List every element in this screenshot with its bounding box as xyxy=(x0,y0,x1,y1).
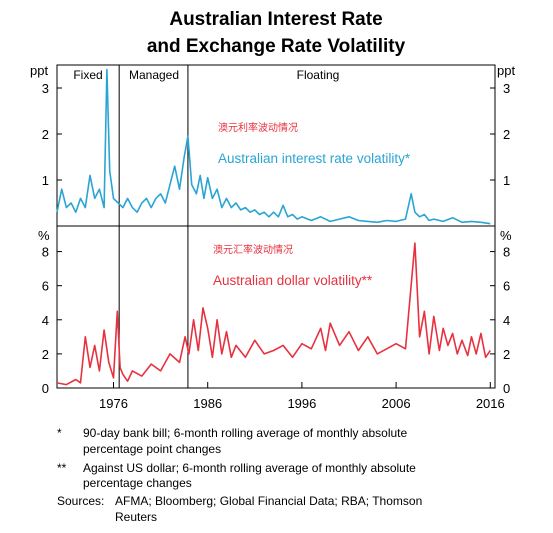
chart-title-line2: and Exchange Rate Volatility xyxy=(147,36,406,57)
interest-rate-series-label: Australian interest rate volatility* xyxy=(218,151,411,166)
y-tick-label-left: 2 xyxy=(42,347,49,362)
top-panel-unit-right: ppt xyxy=(497,63,515,78)
y-tick-label-right: 1 xyxy=(503,173,510,188)
bottom-panel-unit-left: % xyxy=(38,228,50,243)
x-tick-label: 1996 xyxy=(287,396,316,411)
y-tick-label-left: 3 xyxy=(42,81,49,96)
y-tick-label-left: 1 xyxy=(42,173,49,188)
note-1-line1: 90-day bank bill; 6-month rolling averag… xyxy=(83,426,408,440)
y-tick-label-right: 2 xyxy=(503,127,510,142)
y-tick-label-right: 8 xyxy=(503,245,510,260)
sources-line1: AFMA; Bloomberg; Global Financial Data; … xyxy=(115,494,422,508)
y-tick-label-left: 2 xyxy=(42,127,49,142)
sources-label: Sources: xyxy=(57,494,104,508)
y-tick-label-left: 6 xyxy=(42,279,49,294)
x-tick-label: 2006 xyxy=(382,396,411,411)
x-tick-label: 1976 xyxy=(99,396,128,411)
note-2-marker: ** xyxy=(57,461,67,475)
regime-label-floating: Floating xyxy=(297,68,340,82)
x-tick-label: 1986 xyxy=(193,396,222,411)
note-2-line1: Against US dollar; 6-month rolling avera… xyxy=(83,461,416,475)
y-tick-label-left: 4 xyxy=(42,313,49,328)
interest-rate-chinese-label: 澳元利率波动情况 xyxy=(218,121,298,134)
y-tick-label-right: 3 xyxy=(503,81,510,96)
dollar-series-label: Australian dollar volatility** xyxy=(213,273,373,288)
top-panel-unit-left: ppt xyxy=(30,63,48,78)
note-1-marker: * xyxy=(57,426,62,440)
y-tick-label-right: 6 xyxy=(503,279,510,294)
y-tick-label-left: 8 xyxy=(42,245,49,260)
top-panel-y-ticks: 1 1 2 2 3 3 xyxy=(42,81,510,188)
x-axis-ticks: 1976 1986 1996 2006 2016 xyxy=(99,382,505,411)
x-tick-label: 2016 xyxy=(476,396,505,411)
chart-title-line1: Australian Interest Rate xyxy=(169,9,382,30)
bottom-panel-unit-right: % xyxy=(500,228,512,243)
interest-rate-volatility-line xyxy=(56,68,491,225)
y-tick-label-left: 0 xyxy=(42,381,49,396)
y-tick-label-right: 4 xyxy=(503,313,510,328)
y-tick-label-right: 0 xyxy=(503,381,510,396)
dollar-volatility-line xyxy=(56,242,491,386)
sources-line2: Reuters xyxy=(115,510,157,524)
regime-label-fixed: Fixed xyxy=(73,68,102,82)
regime-label-managed: Managed xyxy=(129,68,179,82)
note-1-line2: percentage point changes xyxy=(83,442,221,456)
note-2-line2: percentage changes xyxy=(83,476,192,490)
dollar-chinese-label: 澳元汇率波动情况 xyxy=(213,243,293,256)
bottom-panel-y-ticks: 0 0 2 2 4 4 6 6 8 8 xyxy=(42,245,510,396)
y-tick-label-right: 2 xyxy=(503,347,510,362)
